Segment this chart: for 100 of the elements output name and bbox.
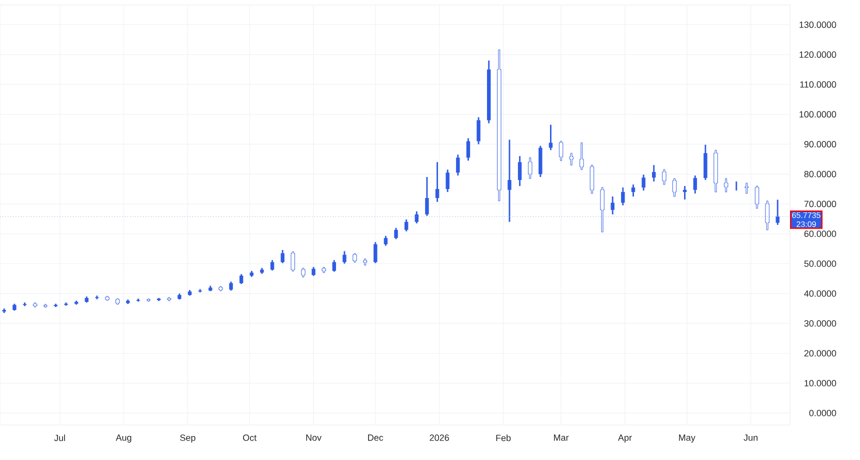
- candlestick: [218, 286, 223, 292]
- candlestick: [270, 260, 274, 271]
- candlestick: [724, 178, 728, 192]
- candlestick: [693, 176, 697, 194]
- candlestick: [569, 152, 574, 166]
- candlestick: [115, 298, 120, 305]
- candlestick: [631, 184, 636, 196]
- candlestick: [590, 164, 594, 194]
- candlestick: [280, 250, 284, 264]
- candlestick: [239, 274, 244, 284]
- candlestick: [301, 268, 306, 278]
- x-tick-label: Jun: [744, 434, 758, 441]
- x-tick-label: Apr: [618, 434, 632, 443]
- candlestick: [425, 177, 429, 216]
- y-tick-label: 30.0000: [804, 320, 836, 327]
- x-tick-label: Feb: [496, 434, 511, 442]
- candlestick: [362, 258, 368, 266]
- x-tick-label: Oct: [243, 434, 257, 441]
- candlestick: [342, 251, 346, 264]
- text: 23:09: [796, 221, 816, 228]
- y-tick-label: 80.0000: [804, 170, 836, 178]
- candlestick: [518, 156, 522, 186]
- y-tick-label: 120.0000: [800, 51, 836, 58]
- candlestick: [642, 174, 646, 190]
- candlestick: [43, 304, 48, 308]
- candlestick: [610, 196, 614, 214]
- candlestick: [146, 298, 151, 302]
- y-tick-label: 50.0000: [804, 260, 836, 267]
- candlestick: [580, 142, 584, 170]
- y-tick-label: 20.0000: [804, 350, 836, 356]
- candlestick: [652, 165, 656, 182]
- candlestick: [54, 304, 58, 307]
- candlestick: [352, 253, 357, 262]
- candlestick: [64, 302, 68, 306]
- candlestick: [765, 200, 770, 230]
- candlestick: [312, 266, 316, 276]
- candlestick: [394, 228, 398, 240]
- candlestick: [198, 289, 202, 292]
- candlestick: [487, 60, 491, 124]
- y-tick-label: 70.0000: [804, 200, 836, 208]
- candlestick: [734, 182, 738, 190]
- candlestick: [12, 304, 16, 311]
- candlestick: [290, 251, 296, 272]
- candlestick: [84, 296, 88, 303]
- candlestick: [384, 236, 388, 246]
- candlestick: [250, 270, 254, 277]
- candlestick: [2, 308, 6, 313]
- candlestick: [374, 242, 378, 264]
- candlestick: [621, 188, 625, 206]
- candlestick: [538, 146, 542, 178]
- candlestick: [332, 260, 336, 272]
- candlestick: [600, 187, 604, 232]
- candlestick: [754, 186, 760, 209]
- ref-line-label: 65.7735: [792, 212, 820, 218]
- candlestick: [414, 211, 419, 224]
- x-tick-label: May: [679, 434, 696, 443]
- candlestick: [466, 138, 470, 161]
- candlestick: [704, 144, 708, 180]
- x-tick-label: 2026: [430, 434, 449, 441]
- y-tick-label: 100.0000: [800, 111, 836, 118]
- y-tick-label: 0.0000: [809, 410, 836, 416]
- candlestick: [446, 170, 450, 192]
- y-tick-label: 10.0000: [804, 380, 836, 386]
- candlestick: [497, 50, 502, 202]
- candlestick: [776, 200, 780, 225]
- x-tick-label: Nov: [306, 434, 322, 441]
- y-tick-label: 130.0000: [800, 22, 836, 28]
- candlestick: [178, 294, 182, 300]
- candlestick: [126, 300, 130, 304]
- candlestick: [105, 296, 110, 301]
- candlestick: [714, 150, 718, 192]
- candlestick: [476, 117, 480, 144]
- candlestick: [74, 300, 78, 305]
- candlestick: [548, 124, 553, 150]
- candlestick: [229, 282, 233, 291]
- x-tick-label: Mar: [554, 434, 569, 441]
- x-tick-label: Dec: [368, 434, 384, 441]
- candlestick: [672, 178, 677, 197]
- candlestick: [156, 298, 161, 302]
- candlestick: [404, 219, 408, 232]
- candlestick: [682, 186, 687, 200]
- candlestick: [188, 290, 192, 296]
- candlestick: [95, 296, 99, 300]
- candlestick: [22, 302, 27, 306]
- candlestick: [260, 268, 264, 274]
- x-tick-label: Aug: [116, 434, 132, 443]
- y-tick-label: 110.0000: [800, 81, 836, 88]
- candlestick: [167, 297, 172, 301]
- y-tick-label: 60.0000: [804, 230, 836, 237]
- candlestick: [558, 140, 564, 161]
- x-tick-label: Sep: [180, 434, 196, 443]
- x-tick-label: Jul: [54, 434, 65, 442]
- y-tick-label: 90.0000: [804, 141, 836, 148]
- candlestick: [435, 162, 440, 202]
- candlestick: [744, 182, 749, 194]
- y-tick-label: 40.0000: [804, 290, 836, 297]
- candlestick: [456, 154, 460, 176]
- candlestick: [208, 286, 212, 292]
- candlestick: [662, 169, 666, 185]
- candlestick: [32, 302, 38, 308]
